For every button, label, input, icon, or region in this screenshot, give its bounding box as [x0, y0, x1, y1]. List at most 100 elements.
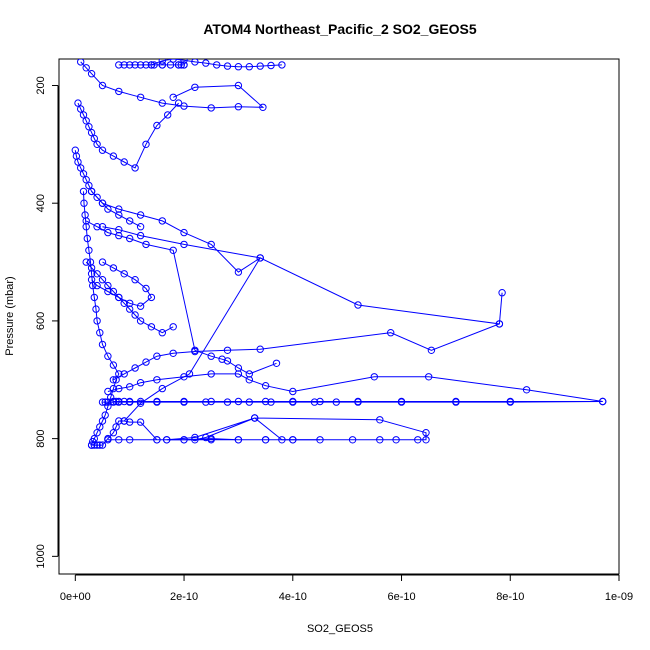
series-line — [91, 261, 153, 307]
x-axis: 0e+00 2e-10 4e-10 6e-10 8e-10 1e-09 — [60, 574, 633, 603]
data-point — [245, 62, 254, 71]
data-point — [498, 289, 506, 297]
data-point — [104, 205, 112, 213]
data-point — [136, 93, 145, 102]
data-point — [131, 276, 139, 284]
data-point — [153, 436, 161, 444]
series-line — [166, 417, 427, 441]
data-point — [82, 217, 90, 225]
data-point — [109, 152, 118, 160]
data-point — [96, 329, 104, 337]
data-point — [109, 264, 118, 272]
data-point — [158, 61, 167, 69]
data-point — [599, 397, 607, 406]
data-point — [115, 211, 123, 219]
series-1 — [79, 187, 123, 449]
series-line — [85, 220, 277, 375]
data-point — [169, 59, 177, 63]
series-7 — [82, 217, 281, 378]
data-point — [136, 317, 145, 325]
data-point — [316, 397, 324, 406]
x-tick-label: 1e-09 — [605, 591, 633, 603]
data-point — [136, 302, 145, 310]
data-point — [82, 223, 90, 231]
data-point — [115, 397, 123, 406]
data-point — [87, 276, 96, 284]
series-line — [80, 61, 265, 109]
data-point — [87, 128, 96, 137]
data-point — [77, 164, 85, 172]
data-point — [452, 397, 460, 406]
data-point — [136, 223, 145, 231]
data-point — [87, 441, 96, 449]
data-point — [115, 436, 123, 444]
data-point — [87, 264, 96, 272]
series-15 — [87, 258, 156, 310]
x-axis-label: SO2_GEOS5 — [307, 623, 373, 635]
data-point — [96, 441, 104, 449]
data-point — [522, 386, 531, 394]
data-point — [90, 293, 99, 302]
data-point — [245, 370, 254, 378]
data-point — [348, 436, 357, 444]
data-point — [109, 361, 118, 369]
data-point — [163, 436, 171, 444]
data-point — [207, 352, 215, 360]
data-point — [115, 226, 123, 234]
data-point — [354, 301, 362, 309]
data-point — [77, 105, 85, 113]
data-point — [213, 61, 221, 69]
data-point — [278, 436, 286, 444]
series-line — [85, 261, 174, 334]
data-point — [82, 64, 90, 72]
data-point — [112, 423, 120, 431]
data-point — [101, 398, 109, 406]
data-point — [158, 217, 167, 225]
data-point — [74, 158, 82, 166]
data-point — [397, 397, 406, 406]
data-point — [93, 270, 101, 278]
data-point — [191, 433, 199, 442]
data-point — [376, 416, 384, 424]
data-point — [104, 387, 112, 396]
data-point — [234, 62, 243, 71]
data-point — [202, 59, 210, 67]
data-point — [126, 61, 134, 69]
data-point — [427, 346, 436, 354]
data-point — [104, 352, 112, 360]
data-point — [126, 383, 134, 391]
data-point — [207, 240, 215, 249]
data-point — [376, 436, 384, 444]
data-point — [136, 231, 145, 240]
data-point — [93, 441, 101, 449]
data-point — [79, 170, 88, 178]
data-point — [120, 270, 128, 278]
data-point — [414, 436, 422, 444]
data-point — [109, 429, 118, 437]
data-point — [98, 199, 107, 207]
data-point — [126, 436, 134, 444]
data-point — [92, 305, 100, 313]
data-point — [93, 429, 101, 437]
data-point — [85, 246, 93, 255]
data-point — [80, 199, 88, 207]
data-point — [256, 254, 264, 262]
chart-title: ATOM4 Northeast_Pacific_2 SO2_GEOS5 — [203, 21, 477, 37]
data-point — [79, 187, 88, 196]
data-point — [185, 370, 194, 378]
x-tick-label: 6e-10 — [387, 591, 415, 603]
data-point — [245, 398, 254, 406]
data-point — [234, 81, 243, 90]
data-point — [136, 379, 145, 387]
data-point — [93, 140, 101, 149]
y-axis: 200 400 600 800 1000 — [35, 76, 59, 569]
series-line — [151, 59, 282, 68]
data-point — [109, 384, 118, 393]
data-point — [109, 376, 118, 384]
series-14 — [82, 258, 177, 337]
series-5 — [104, 370, 607, 406]
data-point — [158, 59, 166, 65]
data-point — [153, 397, 161, 406]
data-point — [207, 370, 215, 378]
data-point — [495, 320, 504, 328]
